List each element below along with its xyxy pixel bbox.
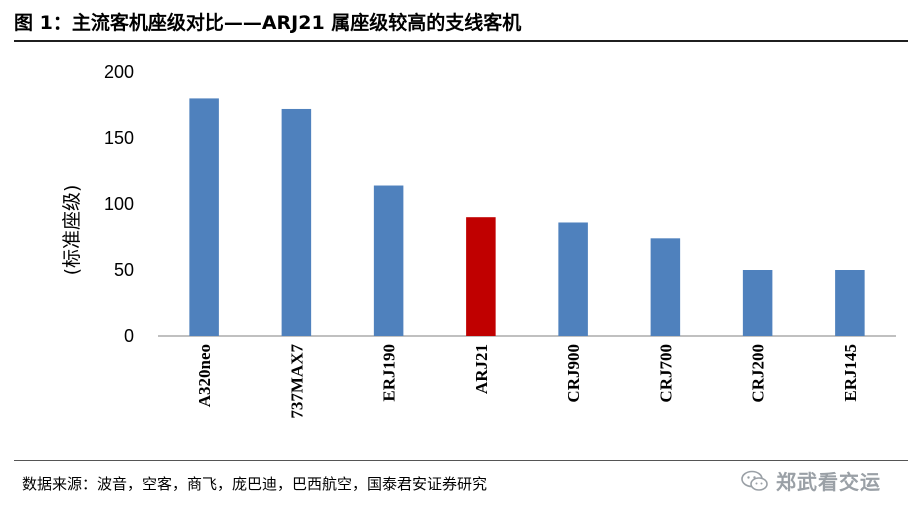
y-axis-title: (标准座级): [61, 185, 83, 276]
x-tick-label: A320neo: [195, 344, 214, 407]
wechat-icon: [741, 470, 768, 491]
y-tick-label: 0: [124, 326, 134, 346]
watermark: 郑武看交运: [740, 466, 881, 495]
x-tick-label: CRJ900: [564, 344, 583, 403]
x-tick-label: CRJ700: [656, 344, 675, 403]
bars-group: [189, 98, 865, 337]
x-tick-label: 737MAX7: [287, 344, 306, 419]
x-tick-label: ARJ21: [472, 344, 491, 394]
x-axis-ticks: A320neo 737MAX7 ERJ190 ARJ21 CRJ900 CRJ700 CRJ…: [195, 344, 860, 419]
x-tick-label: CRJ200: [749, 344, 768, 403]
x-tick-label: ERJ190: [380, 344, 399, 402]
y-axis-title-group: (标准座级): [61, 185, 83, 276]
title-rule: [14, 40, 908, 42]
y-tick-label: 200: [104, 62, 134, 82]
y-axis-ticks: 0 50 100 150 200: [104, 62, 134, 346]
figure-title: 图 1：主流客机座级对比——ARJ21 属座级较高的支线客机: [14, 12, 522, 34]
x-tick-label: ERJ145: [841, 344, 860, 402]
watermark-text: 郑武看交运: [776, 470, 881, 494]
bar-erj145: [835, 270, 865, 336]
bar-chart: (标准座级) 0 50 100 150 200 A320neo 737MAX7 ERJ190…: [61, 62, 896, 419]
bar-crj900: [558, 222, 588, 336]
bar-crj200: [742, 270, 773, 336]
source-note: 数据来源：波音，空客，商飞，庞巴迪，巴西航空，国泰君安证券研究: [22, 475, 488, 493]
y-tick-label: 150: [104, 128, 134, 148]
bar-erj190: [373, 185, 404, 336]
bar-crj700: [650, 238, 681, 336]
bar-a320neo: [189, 98, 219, 337]
y-tick-label: 100: [104, 194, 134, 214]
y-tick-label: 50: [114, 260, 134, 280]
bar-737max7: [281, 108, 312, 337]
bar-arj21: [466, 217, 496, 336]
footer-rule: [14, 460, 908, 461]
